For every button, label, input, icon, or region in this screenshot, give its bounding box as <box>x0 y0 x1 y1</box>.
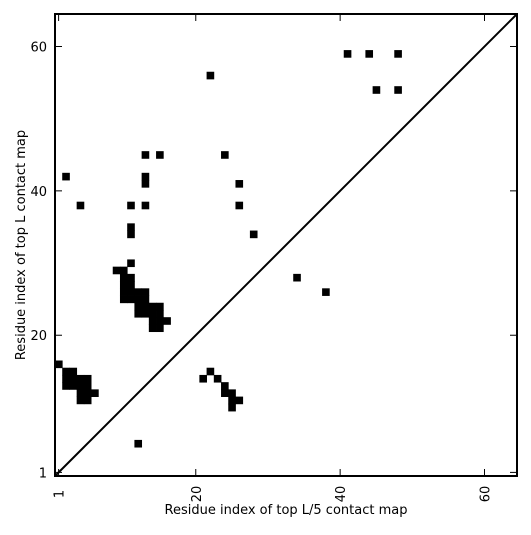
contact-point-upper <box>148 309 157 318</box>
contact-point-upper <box>156 324 164 333</box>
contact-point-upper <box>127 230 135 239</box>
contact-point-lower <box>83 389 92 397</box>
contact-point-lower <box>69 382 78 390</box>
contact-point-upper <box>127 273 135 282</box>
contact-point-upper <box>112 266 121 275</box>
contact-point-upper <box>156 317 164 325</box>
contact-point-upper <box>163 317 171 325</box>
contact-point-lower <box>76 389 85 397</box>
contact-point-upper <box>394 50 402 58</box>
contact-point-upper <box>119 273 128 282</box>
contact-point-upper <box>119 288 128 296</box>
contact-point-lower <box>213 374 222 383</box>
x-tick-label: 1 <box>53 490 68 498</box>
upper-contact-marks <box>62 50 402 333</box>
contact-point-lower <box>134 439 143 448</box>
contact-point-lower <box>83 382 92 390</box>
contact-point-upper <box>62 172 70 181</box>
contact-point-lower <box>228 396 236 405</box>
contact-point-upper <box>148 324 157 333</box>
contact-point-upper <box>134 309 143 318</box>
contact-point-upper <box>134 295 143 304</box>
contact-point-upper <box>372 86 381 94</box>
contact-point-upper <box>365 50 374 58</box>
contact-point-upper <box>322 288 330 296</box>
contact-point-upper <box>235 201 244 210</box>
contact-point-upper <box>293 273 301 282</box>
contact-point-upper <box>249 230 258 239</box>
contact-point-lower <box>62 374 70 383</box>
contact-point-upper <box>141 180 150 188</box>
contact-point-lower <box>228 403 236 412</box>
contact-point-upper <box>127 223 135 231</box>
contact-point-upper <box>235 180 244 188</box>
contact-point-lower <box>83 374 92 383</box>
contact-point-upper <box>127 281 135 289</box>
contact-point-upper <box>141 302 150 311</box>
contact-point-upper <box>343 50 352 58</box>
plot-frame <box>54 13 518 477</box>
contact-point-upper <box>141 309 150 318</box>
y-tick-label: 1 <box>39 466 47 481</box>
contact-point-upper <box>127 259 135 268</box>
contact-point-upper <box>127 288 135 296</box>
contact-point-upper <box>127 295 135 304</box>
y-tick-label: 60 <box>30 40 47 55</box>
contact-point-upper <box>394 86 402 94</box>
contact-point-upper <box>148 302 157 311</box>
contact-point-lower <box>76 396 85 405</box>
contact-point-lower <box>76 382 85 390</box>
contact-point-lower <box>199 374 207 383</box>
contact-point-upper <box>134 302 143 311</box>
contact-point-lower <box>228 389 236 397</box>
contact-point-upper <box>141 201 150 210</box>
contact-point-upper <box>127 201 135 210</box>
contact-point-upper <box>134 288 143 296</box>
contact-point-lower <box>221 382 229 390</box>
lower-contact-marks <box>55 360 244 448</box>
x-tick-label: 20 <box>190 486 205 503</box>
contact-point-upper <box>76 201 85 210</box>
contact-point-upper <box>141 295 150 304</box>
contact-point-lower <box>76 374 85 383</box>
contact-point-lower <box>62 367 70 376</box>
diagonal-line <box>54 13 518 477</box>
contact-point-lower <box>83 396 92 405</box>
axis-ticks: 1 20 40 60 1 20 40 60 <box>30 14 517 502</box>
contact-point-upper <box>221 151 229 159</box>
x-tick-label: 40 <box>334 486 349 503</box>
x-axis-label: Residue index of top L/5 contact map <box>165 503 408 518</box>
contact-point-upper <box>206 71 215 80</box>
contact-point-upper <box>148 317 157 325</box>
x-tick-label: 60 <box>479 486 494 503</box>
contact-point-upper <box>141 288 150 296</box>
contact-point-upper <box>119 266 128 275</box>
y-tick-label: 20 <box>30 329 47 344</box>
contact-point-lower <box>69 367 78 376</box>
contact-point-upper <box>156 302 164 311</box>
contact-point-lower <box>206 367 215 376</box>
contact-point-lower <box>62 382 70 390</box>
contact-point-lower <box>235 396 244 405</box>
contact-point-upper <box>141 151 150 159</box>
y-tick-label: 40 <box>30 185 47 200</box>
contact-point-lower <box>55 360 63 369</box>
contact-point-lower <box>221 389 229 397</box>
contact-point-lower <box>91 389 99 397</box>
y-axis-label: Residue index of top L contact map <box>14 130 29 360</box>
contact-point-upper <box>141 172 150 181</box>
contact-point-upper <box>156 309 164 318</box>
contact-point-upper <box>156 151 164 159</box>
contact-point-upper <box>119 281 128 289</box>
contact-point-upper <box>119 295 128 304</box>
contact-point-lower <box>69 374 78 383</box>
